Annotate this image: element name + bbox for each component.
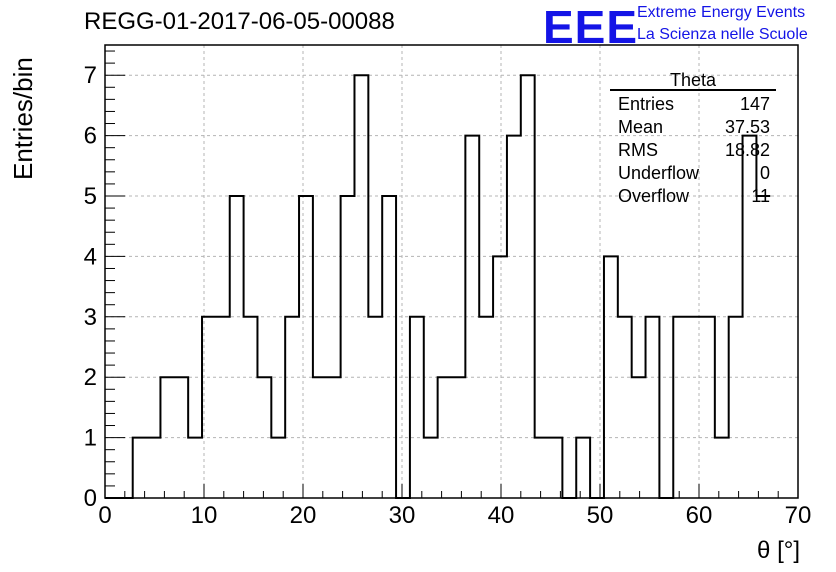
- histogram-bin: [521, 75, 535, 498]
- histogram-bin: [160, 377, 174, 498]
- x-tick-label: 30: [389, 502, 416, 529]
- x-tick-label: 40: [488, 502, 515, 529]
- histogram-bin: [646, 317, 660, 498]
- histogram-bin: [756, 196, 770, 498]
- histogram-bin: [549, 438, 563, 498]
- histogram-bin: [535, 438, 549, 498]
- stats-row-underflow: Underflow 0: [610, 162, 776, 185]
- stats-row-mean: Mean 37.53: [610, 116, 776, 139]
- stats-row-overflow: Overflow 11: [610, 185, 776, 208]
- histogram-bin: [438, 377, 452, 498]
- stats-row-entries: Entries 147: [610, 93, 776, 116]
- histogram-bin: [576, 438, 590, 498]
- x-tick-label: 20: [290, 502, 317, 529]
- histogram-bin: [299, 196, 313, 498]
- axis-ticks: [104, 50, 799, 499]
- eee-logo: EEE: [543, 1, 639, 53]
- plot-frame: [104, 44, 799, 499]
- histogram-bin: [354, 75, 368, 498]
- histogram-bin: [188, 438, 202, 498]
- histogram-bin: [465, 136, 479, 498]
- histogram-bin: [410, 317, 424, 498]
- histogram-outline: [105, 74, 771, 499]
- logo-subtitle-line2: La Scienza nelle Scuole: [637, 26, 808, 43]
- histogram-bin: [452, 377, 466, 498]
- histogram-bin: [618, 317, 632, 498]
- histogram-bin: [313, 377, 327, 498]
- y-tick-label: 7: [84, 62, 97, 89]
- histogram-bin: [701, 317, 715, 498]
- stats-value: 0: [759, 163, 770, 183]
- tick-labels: 0 10 20 30 40 50 60 70 0 1 2 3 4 5 6 7: [84, 62, 812, 529]
- x-axis-label: θ [°]: [757, 537, 800, 564]
- histogram-bin: [687, 317, 701, 498]
- x-tick-label: 70: [785, 502, 812, 529]
- y-tick-label: 4: [84, 243, 97, 270]
- stats-label: RMS: [618, 140, 658, 160]
- stats-row-rms: RMS 18.82: [610, 139, 776, 162]
- histogram-bin: [133, 438, 147, 498]
- stats-value: 37.53: [724, 117, 770, 137]
- histogram-bin: [230, 196, 244, 498]
- histogram-bin: [479, 317, 493, 498]
- y-tick-label: 2: [84, 364, 97, 391]
- logo-subtitle-line1: Extreme Energy Events: [637, 4, 806, 21]
- histogram-bin: [341, 196, 355, 498]
- stats-label: Mean: [618, 117, 664, 137]
- histogram-bin: [507, 136, 521, 498]
- stats-title: Theta: [610, 68, 776, 91]
- histogram-bin: [147, 438, 161, 498]
- histogram-bin: [382, 196, 396, 498]
- x-tick-label: 0: [98, 502, 111, 529]
- histogram-bin: [715, 438, 729, 498]
- histogram-bin: [257, 377, 271, 498]
- histogram-bin: [327, 377, 341, 498]
- y-tick-label: 5: [84, 183, 97, 210]
- stats-label: Underflow: [618, 163, 700, 183]
- y-tick-label: 6: [84, 123, 97, 150]
- histogram-bin: [216, 317, 230, 498]
- histogram-bin: [368, 317, 382, 498]
- stats-label: Overflow: [618, 186, 690, 206]
- x-tick-label: 50: [587, 502, 614, 529]
- histogram-bin: [244, 317, 258, 498]
- stats-value: 11: [751, 186, 770, 206]
- stats-box: Theta Entries 147 Mean 37.53 RMS 18.82 Unde…: [610, 68, 776, 208]
- histogram-bin: [424, 438, 438, 498]
- histogram-bin: [632, 377, 646, 498]
- histogram-bin: [729, 317, 743, 498]
- x-tick-label: 10: [191, 502, 218, 529]
- x-tick-label: 60: [686, 502, 713, 529]
- y-tick-label: 3: [84, 304, 97, 331]
- histogram-bin: [285, 317, 299, 498]
- stats-value: 18.82: [724, 140, 770, 160]
- histogram-bin: [493, 256, 507, 498]
- stats-value: 147: [739, 94, 770, 114]
- y-tick-label: 0: [84, 485, 97, 512]
- stats-label: Entries: [618, 94, 675, 114]
- y-tick-label: 1: [84, 425, 97, 452]
- histogram-bin: [604, 256, 618, 498]
- y-axis-label: Entries/bin: [8, 57, 38, 180]
- histogram-bin: [174, 377, 188, 498]
- histogram-bin: [673, 317, 687, 498]
- histogram-bin: [271, 438, 285, 498]
- histogram-series: [105, 74, 771, 499]
- histogram-bin: [202, 317, 216, 498]
- chart-title: REGG-01-2017-06-05-00088: [84, 8, 395, 35]
